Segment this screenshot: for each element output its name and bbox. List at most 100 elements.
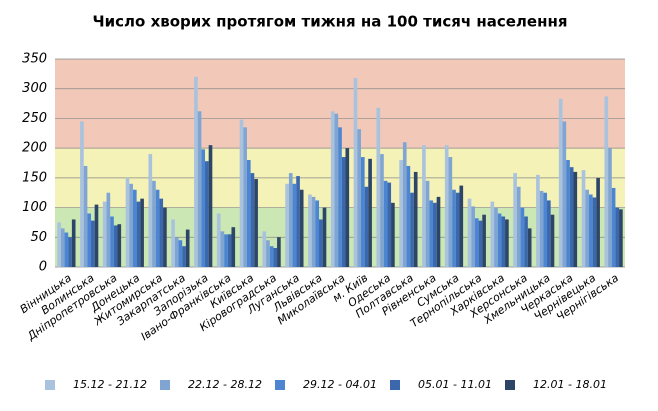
legend-label: 12.01 - 18.01 xyxy=(533,378,607,391)
bar xyxy=(494,207,498,267)
bar xyxy=(178,240,183,267)
bar xyxy=(459,185,464,267)
bar xyxy=(543,192,548,267)
bar xyxy=(64,232,69,267)
bar xyxy=(140,198,144,267)
bar xyxy=(227,234,232,267)
bar xyxy=(527,228,532,267)
bar xyxy=(444,145,449,267)
bar xyxy=(296,176,300,267)
bar xyxy=(490,201,495,267)
bar xyxy=(322,207,327,267)
bar xyxy=(87,213,92,267)
bar xyxy=(513,173,517,267)
bar xyxy=(185,229,190,267)
bar xyxy=(413,171,418,267)
bar xyxy=(471,206,475,267)
bar xyxy=(68,237,72,267)
bar xyxy=(368,158,372,267)
bar xyxy=(566,160,570,267)
bar xyxy=(592,197,597,267)
bar xyxy=(516,186,521,267)
bar xyxy=(345,148,350,267)
bar xyxy=(604,96,609,267)
bar xyxy=(467,198,472,267)
bar xyxy=(174,237,179,267)
bar xyxy=(299,189,304,267)
legend-swatch xyxy=(45,380,55,390)
bar xyxy=(266,240,270,267)
bar xyxy=(406,165,411,267)
bar xyxy=(338,127,342,267)
bar xyxy=(269,246,274,267)
bar xyxy=(581,170,586,267)
bar xyxy=(311,196,316,267)
bar xyxy=(573,171,578,267)
bar xyxy=(308,194,312,267)
bar xyxy=(152,180,156,267)
bar xyxy=(520,207,525,267)
bar xyxy=(315,200,320,267)
bar xyxy=(208,145,213,267)
bar xyxy=(113,225,118,267)
bar xyxy=(524,216,528,267)
y-tick-label: 50 xyxy=(30,230,47,245)
legend-label: 15.12 - 21.12 xyxy=(73,378,147,391)
y-tick-label: 300 xyxy=(22,81,47,96)
bar xyxy=(585,189,589,267)
bar xyxy=(360,157,365,267)
bar xyxy=(611,187,616,267)
bar xyxy=(110,216,114,267)
bar xyxy=(452,189,456,267)
bar xyxy=(250,173,255,267)
bar xyxy=(246,160,251,267)
bar xyxy=(155,189,160,267)
bar xyxy=(399,160,403,267)
y-tick-label: 350 xyxy=(22,52,47,67)
bar xyxy=(558,98,563,268)
y-tick-label: 150 xyxy=(22,170,47,185)
bar xyxy=(71,219,76,267)
bar xyxy=(425,180,430,267)
bar xyxy=(273,247,278,267)
bar xyxy=(220,231,225,267)
bar xyxy=(436,196,441,267)
bar xyxy=(448,157,453,267)
bar xyxy=(482,214,486,267)
bar xyxy=(357,129,361,267)
bar xyxy=(433,202,437,267)
bar xyxy=(619,209,623,267)
bar xyxy=(547,200,551,267)
legend-label: 05.01 - 11.01 xyxy=(418,378,492,391)
bar xyxy=(80,121,84,268)
bar xyxy=(285,183,289,267)
legend-swatch xyxy=(275,380,285,390)
bar xyxy=(106,192,111,267)
y-tick-label: 200 xyxy=(22,141,47,156)
bar xyxy=(497,213,502,267)
bar xyxy=(132,189,137,267)
bar xyxy=(455,192,460,267)
bar xyxy=(364,186,369,267)
bar xyxy=(608,148,612,267)
bar xyxy=(171,219,175,267)
bar xyxy=(277,237,281,267)
bar xyxy=(125,177,130,267)
bar xyxy=(136,201,141,267)
y-tick-label: 0 xyxy=(39,260,47,275)
bar xyxy=(536,174,540,267)
bar xyxy=(422,145,426,267)
bar xyxy=(163,207,167,267)
bar xyxy=(341,157,346,267)
chart-title: Число хворих протягом тижня на 100 тисяч… xyxy=(93,13,568,31)
legend-swatch xyxy=(390,380,400,390)
bar xyxy=(288,173,293,267)
bar xyxy=(201,149,206,267)
bar xyxy=(292,183,297,267)
legend-swatch xyxy=(160,380,170,390)
legend-swatch xyxy=(505,380,515,390)
bar xyxy=(224,234,228,267)
bar xyxy=(387,182,392,267)
bar xyxy=(334,113,339,267)
